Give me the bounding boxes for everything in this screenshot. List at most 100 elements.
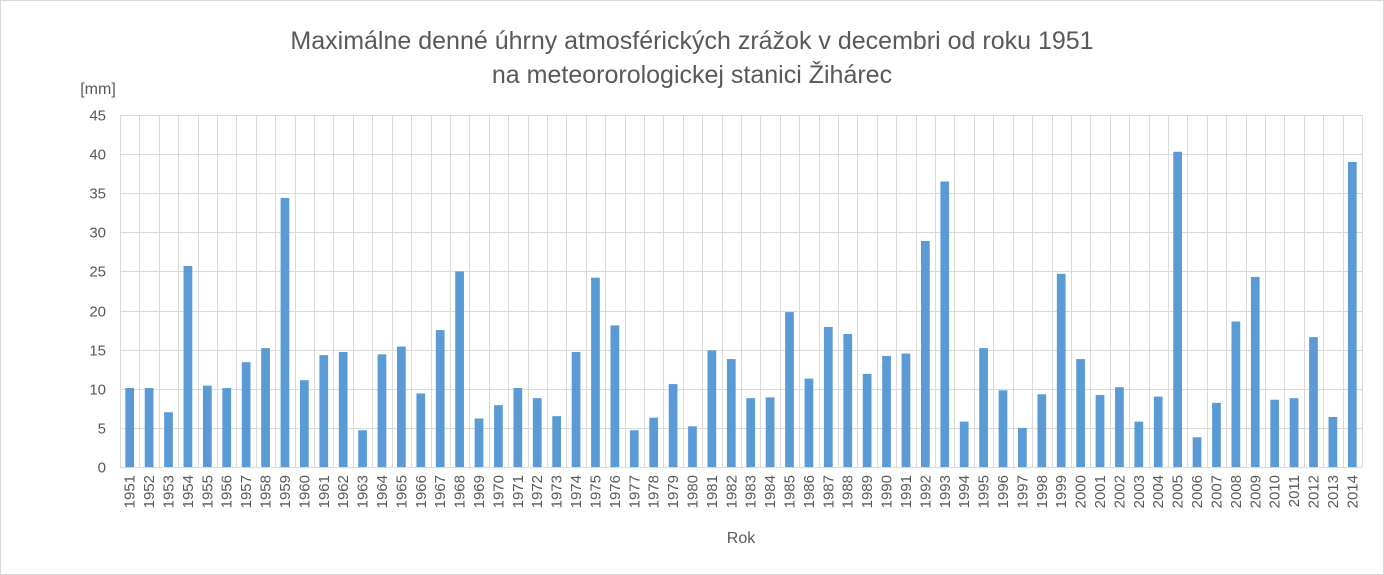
- bar: [299, 380, 309, 467]
- bar: [785, 312, 794, 467]
- bar: [843, 334, 853, 467]
- x-tick-label: 1962: [335, 475, 352, 508]
- bar: [882, 355, 891, 467]
- bar: [183, 265, 193, 467]
- bar: [707, 350, 717, 467]
- x-tick-label: 2013: [1325, 475, 1342, 508]
- bar: [920, 240, 930, 467]
- bar: [591, 277, 600, 467]
- bar: [338, 352, 348, 467]
- y-tick-label: 35: [89, 186, 106, 203]
- y-tick-label: 40: [89, 147, 106, 164]
- bar: [1250, 276, 1260, 467]
- x-tick-label: 2004: [1150, 475, 1167, 508]
- x-tick-label: 1979: [665, 475, 682, 508]
- y-tick-label: 15: [89, 343, 106, 360]
- x-tick-label: 1998: [1034, 475, 1051, 508]
- bar: [1153, 396, 1163, 467]
- x-tick-label: 1954: [180, 475, 197, 508]
- bar: [319, 355, 329, 467]
- bar: [474, 418, 484, 467]
- bar: [668, 384, 678, 467]
- y-tick-label: 5: [98, 421, 106, 438]
- x-tick-label: 2000: [1073, 475, 1090, 508]
- gridlines: [120, 115, 1363, 468]
- bar: [125, 388, 135, 467]
- bar: [1095, 395, 1105, 467]
- x-tick-label: 2001: [1092, 475, 1109, 508]
- bar: [959, 421, 969, 467]
- x-tick-label: 2011: [1286, 475, 1303, 507]
- x-tick-label: 1997: [1014, 475, 1031, 508]
- bar: [823, 326, 833, 467]
- x-axis-ticks: 1951 1952 1953 1954 1955 1956 1957 1958 1959 1960…: [122, 475, 1362, 508]
- bar: [649, 417, 659, 467]
- bar: [1173, 151, 1182, 467]
- y-tick-label: 30: [89, 225, 106, 242]
- x-tick-label: 1967: [432, 475, 449, 508]
- x-tick-label: 1975: [587, 475, 604, 508]
- bar: [1018, 427, 1027, 467]
- bar: [804, 378, 814, 467]
- bar: [532, 398, 542, 467]
- bar: [164, 412, 173, 467]
- x-tick-label: 2005: [1170, 475, 1187, 508]
- y-tick-label: 10: [89, 382, 106, 399]
- bar: [1115, 387, 1124, 467]
- x-tick-label: 1959: [277, 475, 294, 508]
- bar: [1309, 337, 1318, 467]
- x-tick-label: 1977: [626, 475, 643, 508]
- x-tick-label: 1984: [762, 475, 779, 508]
- x-tick-label: 1982: [723, 475, 740, 508]
- x-tick-label: 1981: [704, 475, 721, 508]
- x-tick-label: 1986: [801, 475, 818, 508]
- x-tick-label: 1983: [743, 475, 760, 508]
- x-tick-label: 2009: [1247, 475, 1264, 508]
- x-tick-label: 1963: [355, 475, 372, 508]
- bar: [435, 330, 445, 467]
- x-tick-label: 2010: [1267, 475, 1284, 508]
- y-tick-label: 0: [98, 460, 106, 477]
- bar: [377, 354, 387, 467]
- bar: [610, 325, 620, 467]
- bar: [1270, 399, 1280, 467]
- x-tick-label: 1969: [471, 475, 488, 508]
- x-tick-label: 1976: [607, 475, 624, 508]
- bar: [1289, 398, 1299, 467]
- chart-title-line-1: Maximálne denné úhrny atmosférických zrá…: [290, 27, 1093, 55]
- bar: [1076, 359, 1085, 467]
- bar: [513, 388, 523, 467]
- x-tick-label: 2012: [1305, 475, 1322, 508]
- x-tick-label: 1980: [684, 475, 701, 508]
- bar: [455, 271, 464, 467]
- x-tick-label: 1952: [141, 475, 158, 508]
- x-tick-label: 1995: [976, 475, 993, 508]
- bar: [901, 353, 911, 467]
- chart-title-line-2: na meteororologickej stanici Žihárec: [492, 60, 892, 89]
- x-tick-label: 1968: [452, 475, 469, 508]
- bar: [998, 390, 1008, 467]
- x-tick-label: 1965: [393, 475, 410, 508]
- bar: [261, 348, 270, 467]
- x-tick-label: 2014: [1344, 475, 1361, 508]
- x-tick-label: 1953: [161, 475, 178, 508]
- x-tick-label: 2006: [1189, 475, 1206, 508]
- y-axis-ticks: 0 5 10 15 20 25 30 35 40 45: [89, 108, 106, 477]
- bar: [765, 397, 775, 467]
- x-tick-label: 1960: [296, 475, 313, 508]
- x-tick-label: 1996: [995, 475, 1012, 508]
- bar: [202, 385, 212, 467]
- x-tick-label: 1974: [568, 475, 585, 508]
- x-tick-label: 2003: [1131, 475, 1148, 508]
- x-tick-label: 1999: [1053, 475, 1070, 508]
- x-tick-label: 1971: [510, 475, 527, 508]
- x-tick-label: 2002: [1111, 475, 1128, 508]
- bar: [494, 405, 503, 467]
- bar: [726, 359, 736, 467]
- x-tick-label: 1970: [490, 475, 507, 508]
- x-tick-label: 1993: [937, 475, 954, 508]
- bar: [552, 416, 561, 467]
- x-tick-label: 1951: [122, 475, 139, 508]
- bar: [397, 346, 406, 467]
